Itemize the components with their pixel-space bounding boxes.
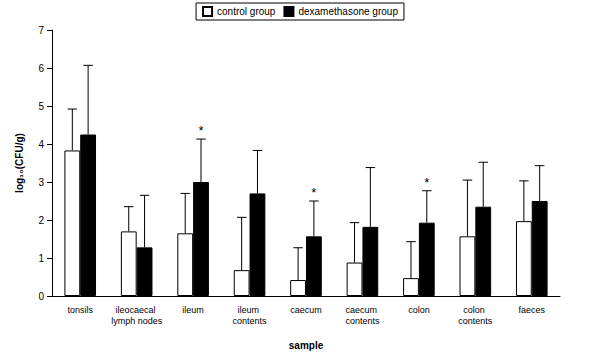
svg-text:ileocaecal: ileocaecal [115, 305, 158, 315]
svg-text:contents: contents [458, 316, 493, 326]
svg-text:colon: colon [463, 305, 487, 315]
svg-text:3: 3 [38, 177, 44, 188]
svg-text:dexamethasone group: dexamethasone group [298, 6, 398, 17]
svg-text:ileum: ileum [182, 305, 204, 315]
svg-text:5: 5 [38, 101, 44, 112]
svg-text:2: 2 [38, 215, 44, 226]
svg-text:faeces: faeces [519, 305, 546, 315]
svg-text:log₁₀(CFU/g): log₁₀(CFU/g) [14, 133, 25, 193]
svg-text:1: 1 [38, 253, 44, 264]
svg-text:caecum: caecum [290, 305, 322, 315]
svg-text:ileum: ileum [238, 305, 262, 315]
svg-text:4: 4 [38, 139, 44, 150]
svg-text:control group: control group [217, 6, 276, 17]
svg-text:*: * [424, 175, 429, 190]
svg-text:colon: colon [408, 305, 430, 315]
svg-text:contents: contents [233, 316, 268, 326]
svg-text:caecum: caecum [345, 305, 379, 315]
svg-text:*: * [198, 123, 203, 138]
svg-text:0: 0 [38, 291, 44, 302]
svg-text:*: * [311, 185, 316, 200]
svg-text:contents: contents [345, 316, 380, 326]
svg-text:6: 6 [38, 63, 44, 74]
svg-text:7: 7 [38, 25, 44, 36]
svg-text:lymph nodes: lymph nodes [111, 316, 163, 326]
svg-text:sample: sample [289, 340, 324, 351]
svg-text:tonsils: tonsils [67, 305, 93, 315]
